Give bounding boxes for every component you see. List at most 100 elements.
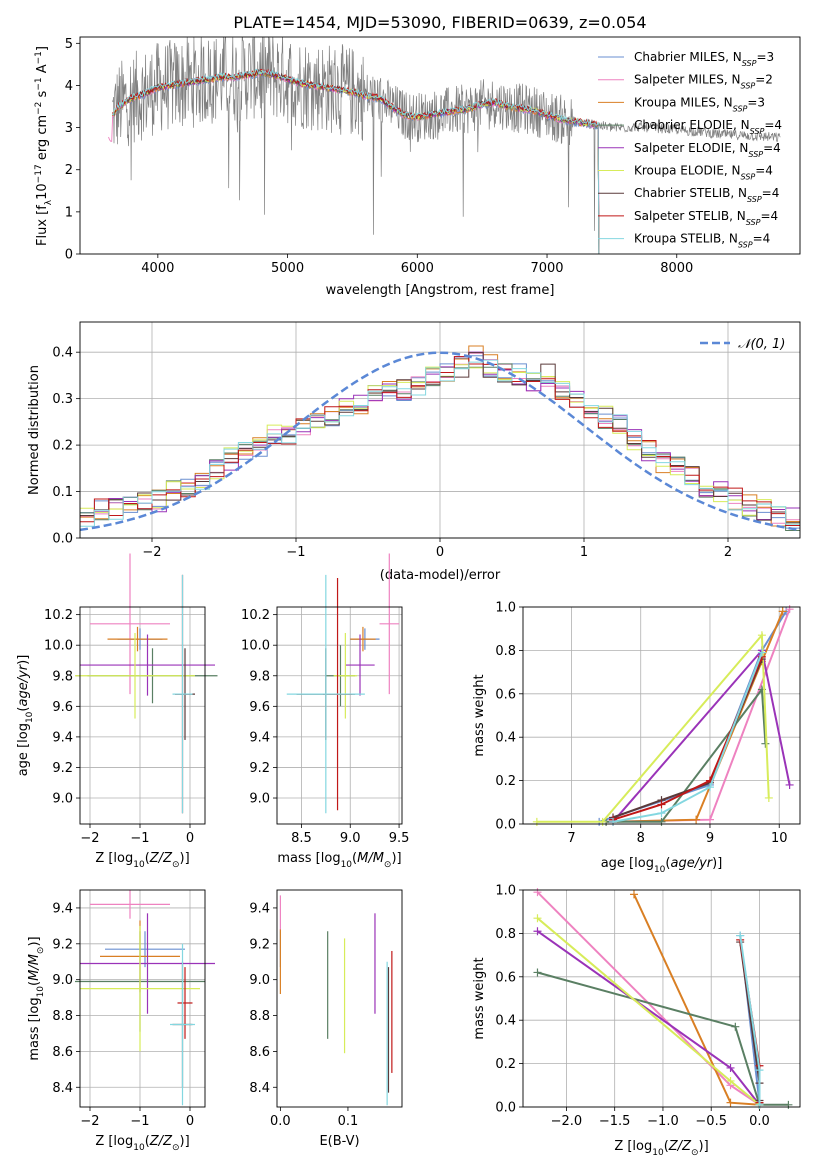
y-tick-label: 0.2	[495, 1057, 516, 1072]
legend-label-main: Kroupa STELIB, N	[634, 232, 738, 246]
axes-frame	[79, 889, 206, 1108]
y-tick-label: 0.4	[495, 1014, 516, 1029]
weight-marker	[757, 631, 766, 640]
x-tick-label: 0.0	[749, 1114, 770, 1129]
legend-label-sub: SSP	[746, 217, 761, 226]
y-tick-label: 8.4	[52, 1081, 73, 1096]
legend-label-main: Chabrier STELIB, N	[634, 186, 747, 200]
mass-vs-ebv-axes: 0.0 0.1 8.4 8.6 8.8 9.0 9.2 9.4 E(B-V)	[249, 889, 403, 1149]
legend-label: 𝒩(0, 1)	[738, 337, 785, 352]
y-tick-label: 0.0	[52, 532, 73, 547]
x-tick-label: 7000	[530, 261, 563, 276]
x-tick-label: 5000	[271, 261, 304, 276]
axes-frame	[79, 321, 801, 539]
x-axis-label: Z [log10(Z/Z⊙)]	[95, 1134, 189, 1153]
y-tick-label: 1.0	[495, 601, 516, 616]
y-tick-label: 9.6	[52, 700, 73, 715]
y-tick-label: 9.8	[52, 669, 73, 684]
label-part: −2	[34, 102, 44, 115]
label-part: Z [log	[95, 851, 133, 866]
legend-label-tail: =4	[753, 232, 771, 246]
label-part: )]	[699, 1139, 709, 1154]
label-part: )]	[16, 655, 31, 665]
legend-label-sub: SSP	[741, 172, 756, 181]
y-tick-label: 0.4	[52, 346, 73, 361]
legend-label: Chabrier ELODIE, NSSP=4	[634, 118, 782, 136]
y-tick-label: 9.2	[52, 937, 73, 952]
legend-label-main: Chabrier MILES, N	[634, 50, 742, 64]
y-tick-label: 8.8	[52, 1009, 73, 1024]
weight-line	[633, 893, 760, 1106]
weight-marker	[657, 817, 666, 826]
legend-label: Kroupa ELODIE, NSSP=4	[634, 164, 773, 182]
weight-marker	[726, 1076, 735, 1085]
legend-label-main: Salpeter STELIB, N	[634, 209, 746, 223]
y-tick-label: 9.4	[52, 730, 73, 745]
y-tick-label: 0.2	[495, 774, 516, 789]
y-tick-label: 5	[65, 37, 73, 52]
weight-marker	[731, 1022, 740, 1031]
y-axis-label: Normed distribution	[27, 365, 42, 495]
label-part: )]	[27, 936, 42, 946]
y-tick-label: 1.0	[495, 884, 516, 899]
weight-marker	[657, 800, 666, 809]
weight-line	[606, 686, 767, 823]
mass-vs-Z-axes: −2 −1 08.48.68.89.09.29.4Z [log10(Z/Z⊙)]ma…	[27, 889, 215, 1153]
y-axis-label: mass weight	[472, 957, 487, 1039]
massweight-vs-Z-axes: −2.0 −1.5 −1.0 −0.5 0.0 0.0 0.2 0.4 0.6 0.8 1.0 Z […	[472, 884, 801, 1158]
label-part: −1	[34, 51, 44, 64]
x-tick-label: −1	[130, 831, 149, 846]
age-vs-Z-axes: −2 −1 09.09.29.49.69.810.010.2Z [log10(Z/Z…	[16, 553, 218, 870]
label-part: 10	[341, 860, 353, 870]
y-tick-label: 8.6	[249, 1045, 270, 1060]
x-tick-label: 7	[567, 831, 575, 846]
legend-label-main: Kroupa MILES, N	[634, 95, 733, 109]
weight-marker	[609, 817, 618, 826]
legend-label-sub: SSP	[741, 81, 756, 90]
label-part: mass [log	[277, 851, 340, 866]
y-tick-label: 9.4	[249, 901, 270, 916]
y-tick-label: 9.0	[52, 973, 73, 988]
label-part: Z/Z	[149, 851, 173, 866]
y-tick-label: 9.2	[249, 761, 270, 776]
y-tick-label: 0.8	[495, 644, 516, 659]
x-tick-label: 0.1	[338, 1114, 359, 1129]
label-part: )]	[391, 851, 401, 866]
weight-marker	[705, 815, 714, 824]
weight-marker	[657, 809, 666, 818]
weight-marker	[533, 914, 542, 923]
legend-label: Kroupa STELIB, NSSP=4	[634, 232, 770, 250]
legend-label-main: Kroupa ELODIE, N	[634, 164, 741, 178]
x-axis-label: wavelength [Angstrom, rest frame]	[326, 283, 555, 298]
legend-label-main: Salpeter ELODIE, N	[634, 141, 748, 155]
label-part: s	[35, 90, 50, 101]
label-part: )]	[712, 856, 722, 871]
legend-label-tail: =4	[760, 209, 778, 223]
label-part: age/yr	[16, 663, 31, 706]
weight-marker	[726, 1098, 735, 1107]
legend-label: Kroupa MILES, NSSP=3	[634, 95, 765, 113]
weight-marker	[757, 648, 766, 657]
y-tick-label: 3	[65, 121, 73, 136]
label-part: (	[27, 981, 42, 986]
weight-marker	[533, 968, 542, 977]
legend-label-main: Salpeter MILES, N	[634, 73, 741, 87]
weight-marker	[755, 1066, 764, 1075]
legend-label-sub: SSP	[733, 104, 748, 113]
x-tick-label: 8	[637, 831, 645, 846]
label-part: −17	[34, 164, 44, 183]
label-part: −1	[34, 77, 44, 90]
y-tick-label: 2	[65, 163, 73, 178]
y-tick-label: 9.2	[52, 761, 73, 776]
figure-title: PLATE=1454, MJD=53090, FIBERID=0639, z=0…	[233, 13, 646, 32]
y-tick-label: 8.6	[52, 1045, 73, 1060]
y-tick-label: 9.0	[249, 973, 270, 988]
y-axis-label: age [log10(age/yr)]	[16, 655, 35, 777]
axes-frame	[522, 889, 801, 1108]
y-tick-label: 10.0	[44, 639, 73, 654]
x-tick-label: 4000	[141, 261, 174, 276]
x-tick-label: 0	[186, 1114, 194, 1129]
legend-label-main: Chabrier ELODIE, N	[634, 118, 750, 132]
legend-label: Salpeter MILES, NSSP=2	[634, 73, 773, 91]
